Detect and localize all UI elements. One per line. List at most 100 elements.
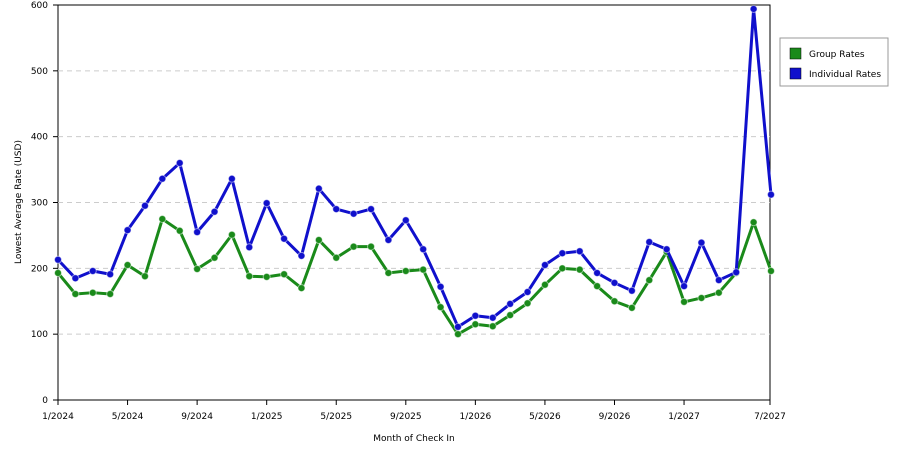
data-point bbox=[419, 245, 428, 254]
data-point bbox=[332, 253, 341, 262]
data-point bbox=[54, 268, 62, 277]
data-point bbox=[523, 299, 532, 308]
y-tick-label: 300 bbox=[31, 199, 48, 209]
data-point bbox=[193, 228, 202, 237]
x-tick-label: 9/2026 bbox=[599, 412, 631, 422]
y-tick-label: 600 bbox=[31, 1, 48, 11]
data-point bbox=[627, 286, 636, 295]
data-point bbox=[262, 199, 271, 208]
data-point bbox=[453, 330, 462, 339]
data-point bbox=[280, 234, 289, 243]
data-point bbox=[140, 272, 149, 281]
data-point bbox=[106, 290, 115, 299]
legend-label: Group Rates bbox=[809, 50, 865, 60]
data-point bbox=[593, 282, 602, 291]
y-tick-label: 500 bbox=[31, 67, 48, 77]
data-point bbox=[767, 190, 775, 199]
data-point bbox=[401, 216, 410, 225]
y-tick-label: 400 bbox=[31, 133, 48, 143]
data-point bbox=[401, 266, 410, 275]
data-point bbox=[280, 270, 289, 279]
data-point bbox=[627, 303, 636, 312]
data-point bbox=[349, 209, 358, 218]
x-tick-label: 5/2025 bbox=[320, 412, 352, 422]
x-tick-label: 5/2024 bbox=[112, 412, 144, 422]
data-point bbox=[471, 320, 480, 329]
data-point bbox=[367, 205, 376, 214]
data-point bbox=[193, 264, 202, 273]
data-point bbox=[210, 207, 219, 216]
data-point bbox=[732, 268, 741, 277]
data-point bbox=[697, 293, 706, 302]
data-point bbox=[680, 282, 689, 291]
data-point bbox=[297, 251, 306, 260]
data-point bbox=[419, 265, 428, 274]
data-point bbox=[314, 236, 323, 245]
x-axis-label: Month of Check In bbox=[373, 434, 455, 444]
x-tick-label: 1/2025 bbox=[251, 412, 283, 422]
data-point bbox=[175, 159, 184, 167]
data-point bbox=[540, 280, 549, 289]
legend-swatch bbox=[789, 67, 802, 80]
data-point bbox=[123, 226, 132, 235]
data-point bbox=[123, 261, 132, 270]
data-point bbox=[506, 299, 515, 308]
data-point bbox=[245, 272, 254, 281]
data-point bbox=[680, 297, 689, 306]
data-point bbox=[175, 226, 184, 235]
data-point bbox=[610, 278, 619, 287]
data-point bbox=[262, 272, 271, 281]
data-point bbox=[349, 242, 358, 251]
data-point bbox=[245, 243, 254, 252]
data-point bbox=[71, 290, 80, 299]
data-point bbox=[575, 265, 584, 274]
data-point bbox=[54, 255, 62, 264]
data-point bbox=[697, 238, 706, 247]
data-point bbox=[314, 184, 323, 193]
data-point bbox=[645, 276, 654, 285]
x-tick-label: 7/2027 bbox=[754, 412, 786, 422]
data-point bbox=[158, 214, 167, 223]
data-point bbox=[714, 276, 723, 285]
data-point bbox=[436, 303, 445, 312]
legend-label: Individual Rates bbox=[809, 70, 881, 80]
data-point bbox=[210, 253, 219, 262]
data-point bbox=[471, 311, 480, 320]
data-point bbox=[523, 288, 532, 297]
data-point bbox=[227, 174, 236, 183]
data-point bbox=[749, 218, 758, 227]
data-point bbox=[558, 264, 567, 273]
x-tick-label: 5/2026 bbox=[529, 412, 561, 422]
data-point bbox=[140, 201, 149, 210]
data-point bbox=[558, 249, 567, 258]
data-point bbox=[714, 288, 723, 297]
x-tick-label: 1/2027 bbox=[668, 412, 700, 422]
data-point bbox=[593, 268, 602, 277]
data-point bbox=[488, 313, 497, 322]
data-point bbox=[332, 205, 341, 214]
data-point bbox=[767, 266, 775, 275]
y-tick-label: 100 bbox=[31, 330, 48, 340]
data-point bbox=[367, 242, 376, 251]
data-point bbox=[540, 261, 549, 270]
data-point bbox=[645, 238, 654, 246]
data-point bbox=[227, 230, 236, 239]
x-tick-label: 9/2024 bbox=[181, 412, 213, 422]
data-point bbox=[88, 266, 97, 275]
data-point bbox=[384, 236, 393, 245]
data-point bbox=[297, 284, 306, 293]
x-tick-label: 1/2024 bbox=[42, 412, 74, 422]
data-point bbox=[106, 270, 115, 279]
y-tick-label: 200 bbox=[31, 264, 48, 274]
data-point bbox=[506, 311, 515, 320]
data-point bbox=[488, 322, 497, 331]
data-point bbox=[662, 245, 671, 254]
data-point bbox=[384, 268, 393, 277]
data-point bbox=[610, 297, 619, 306]
data-point bbox=[575, 247, 584, 256]
y-axis-label: Lowest Average Rate (USD) bbox=[14, 140, 24, 264]
x-tick-label: 9/2025 bbox=[390, 412, 422, 422]
data-point bbox=[436, 282, 445, 291]
data-point bbox=[749, 4, 758, 13]
